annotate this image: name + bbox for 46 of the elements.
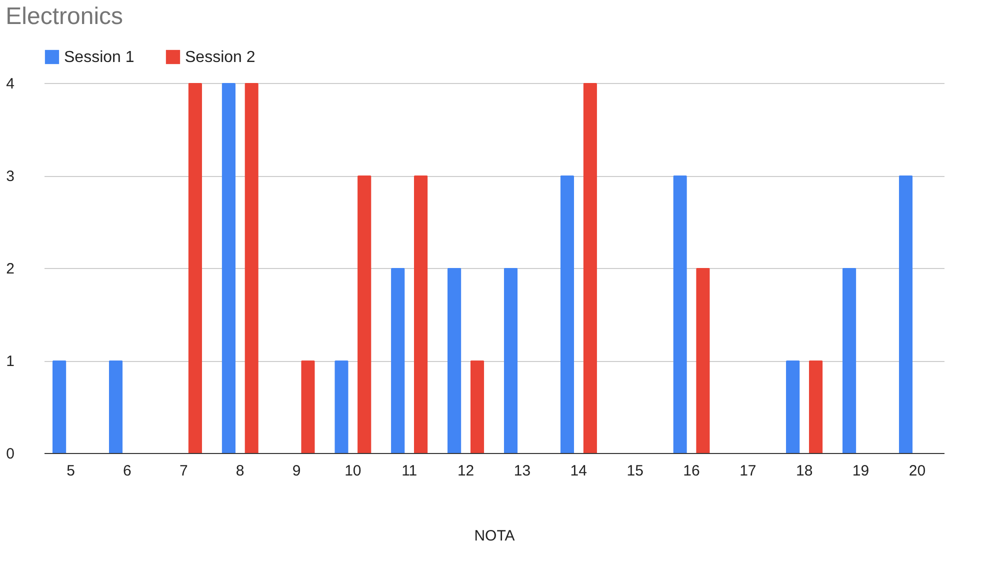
bar — [696, 268, 710, 453]
x-tick-label: 17 — [740, 462, 756, 480]
y-tick-label: 1 — [6, 353, 14, 370]
x-tick-label: 19 — [852, 462, 870, 480]
x-tick-label: 14 — [570, 462, 587, 480]
x-tick-label: 11 — [402, 462, 418, 480]
x-tick-label: 12 — [457, 462, 474, 480]
bar — [470, 360, 484, 453]
bar — [244, 83, 258, 453]
bar — [301, 360, 315, 453]
bar — [414, 176, 428, 453]
legend-label: Session 1 — [64, 49, 134, 66]
y-tick-label: 0 — [6, 446, 14, 462]
x-tick-label: 15 — [626, 462, 644, 480]
x-tick-label: 16 — [683, 462, 700, 480]
bar — [52, 360, 66, 453]
y-tick-label: 4 — [6, 76, 14, 92]
x-tick-label: 18 — [796, 462, 813, 480]
bar — [583, 83, 597, 453]
bar — [842, 268, 856, 453]
legend-label: Session 2 — [185, 49, 256, 66]
bar — [898, 176, 913, 453]
bar — [108, 360, 123, 453]
x-axis-title: NOTA — [474, 528, 515, 544]
bar — [391, 268, 405, 453]
bar — [222, 83, 236, 453]
bar — [447, 268, 462, 453]
bar — [560, 176, 574, 453]
x-tick-label: 20 — [908, 462, 926, 480]
bar — [188, 83, 202, 453]
bar — [358, 176, 372, 453]
y-tick-label: 3 — [6, 168, 14, 185]
x-tick-label: 9 — [292, 462, 301, 480]
x-tick-label: 6 — [123, 462, 132, 480]
bar — [786, 360, 800, 453]
x-tick-label: 5 — [66, 462, 75, 480]
bar — [334, 360, 348, 453]
bar — [504, 268, 518, 453]
y-tick-label: 2 — [6, 260, 14, 278]
bar — [673, 176, 687, 453]
x-tick-label: 7 — [179, 462, 188, 480]
x-tick-label: 13 — [514, 462, 531, 480]
x-tick-label: 8 — [236, 462, 244, 480]
x-tick-label: 10 — [344, 462, 362, 480]
chart-title: Electronics — [6, 3, 124, 30]
bar — [808, 360, 823, 453]
